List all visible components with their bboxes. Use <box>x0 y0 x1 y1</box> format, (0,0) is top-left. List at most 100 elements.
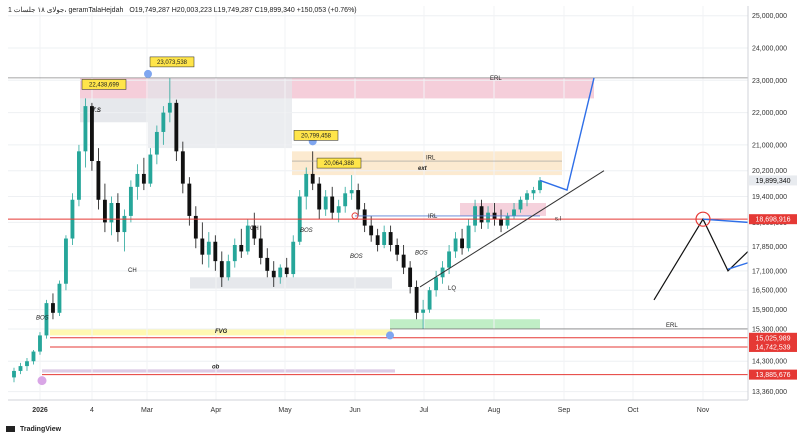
erl-label: ERL <box>490 76 502 82</box>
candle-body <box>174 102 179 152</box>
candle-body <box>102 199 107 223</box>
candle-body <box>531 190 536 194</box>
candle-body <box>512 209 516 216</box>
candle-body <box>369 225 374 236</box>
candle-body <box>200 238 205 255</box>
y-tick-label: 15,900,000 <box>752 307 787 314</box>
candle-body <box>395 244 400 255</box>
scenario-path <box>653 217 749 301</box>
candle-body <box>317 183 322 210</box>
candle-body <box>336 206 341 213</box>
x-tick-label: 2026 <box>32 407 48 414</box>
irl-label: IRL <box>428 214 438 220</box>
candle-body <box>538 180 542 191</box>
x-tick-label: May <box>278 407 292 414</box>
candle-body <box>427 290 432 310</box>
candle-body <box>44 303 49 336</box>
candle-body <box>141 173 146 184</box>
scenario-circle <box>695 211 711 227</box>
candle-body <box>135 173 140 187</box>
logo-text: TradingView <box>19 426 62 433</box>
y-tick-label: 19,400,000 <box>752 194 787 201</box>
ts-label: T.S <box>92 108 101 114</box>
price-callout-label: 23,073,538 <box>157 60 188 66</box>
candle-body <box>304 173 309 197</box>
ch-label-1: CH <box>128 268 137 274</box>
x-tick-label: Oct <box>628 407 639 414</box>
candle-body <box>479 206 484 223</box>
candle-body <box>115 203 120 233</box>
ohlc-readout: O19,749,287 H20,003,223 L19,749,287 C19,… <box>129 7 357 14</box>
candle-body <box>265 257 270 271</box>
price-callout-label: 20,064,388 <box>324 161 355 167</box>
fvg-label: FVG <box>215 329 228 335</box>
logo-icon <box>6 426 15 433</box>
candle-body <box>96 161 101 200</box>
ob-label: ob <box>212 365 220 371</box>
y-tick-label: 17,850,000 <box>752 244 787 251</box>
trendline <box>419 170 605 288</box>
target-zone <box>460 203 546 216</box>
candle-body <box>518 199 523 210</box>
bos-label-1: BOS <box>36 315 49 321</box>
price-axis-tag-label: 18,698,916 <box>755 217 790 224</box>
candle-body <box>525 193 529 200</box>
x-tick-label: Sep <box>558 407 571 414</box>
candle-body <box>226 261 231 278</box>
x-tick-label: 4 <box>90 407 94 414</box>
y-tick-label: 22,000,000 <box>752 110 787 117</box>
candle-body <box>232 244 237 262</box>
y-tick-label: 23,000,000 <box>752 78 787 85</box>
candle-body <box>148 154 153 184</box>
projection-path <box>539 77 595 192</box>
candle-body <box>447 251 452 268</box>
bos-label-4: BOS <box>415 251 428 257</box>
candle-body <box>31 351 36 362</box>
candle-body <box>167 102 172 113</box>
price-axis-tag-label: 15,025,989 <box>755 335 790 342</box>
candle-body <box>193 215 198 239</box>
price-callout-label: 20,799,458 <box>301 133 332 139</box>
pivot-high-dot <box>144 69 152 78</box>
x-tick-label: Mar <box>141 407 154 414</box>
price-axis-tag <box>749 214 797 225</box>
candle-body <box>343 193 348 207</box>
x-tick-label: Nov <box>697 407 710 414</box>
candle-body <box>12 370 16 378</box>
candle-body <box>18 366 23 371</box>
candle-body <box>213 241 218 262</box>
candle-body <box>382 232 387 245</box>
candle-body <box>401 254 406 268</box>
fvg-zone <box>50 328 392 336</box>
candle-body <box>486 212 490 223</box>
price-axis-tag-label: 13,885,676 <box>755 372 790 379</box>
scenario-blue-leg <box>727 262 749 270</box>
candle-body <box>362 209 367 226</box>
candle-body <box>505 215 510 226</box>
green-zone <box>390 319 540 329</box>
candle-body <box>161 112 166 132</box>
price-axis-tag <box>749 332 797 343</box>
sl-label: s.l <box>555 216 561 222</box>
irl-upper-label: IRL <box>426 156 436 162</box>
candle-body <box>323 196 328 210</box>
y-tick-label: 15,300,000 <box>752 326 787 333</box>
candle-body <box>122 215 127 233</box>
candle-body <box>421 309 426 313</box>
candle-body <box>180 151 185 184</box>
x-tick-label: Apr <box>211 407 223 414</box>
erl-low-label: ERL <box>666 323 678 329</box>
candle-body <box>77 151 81 200</box>
candle-body <box>330 196 335 213</box>
candle-body <box>375 235 380 245</box>
candle-body <box>252 225 257 239</box>
price-axis-tag <box>749 341 797 352</box>
symbol-name: 1 ﺟﻮﻻی ۱۸ ﺟﻠﺴﺎت، geramTalaHejdah <box>8 7 124 14</box>
y-tick-label: 17,100,000 <box>752 268 787 275</box>
bos-label-3: BOS <box>350 254 363 260</box>
candle-body <box>278 267 283 278</box>
candle-body <box>271 270 276 278</box>
ch-label-2: CH <box>250 226 259 232</box>
candle-body <box>453 238 458 252</box>
